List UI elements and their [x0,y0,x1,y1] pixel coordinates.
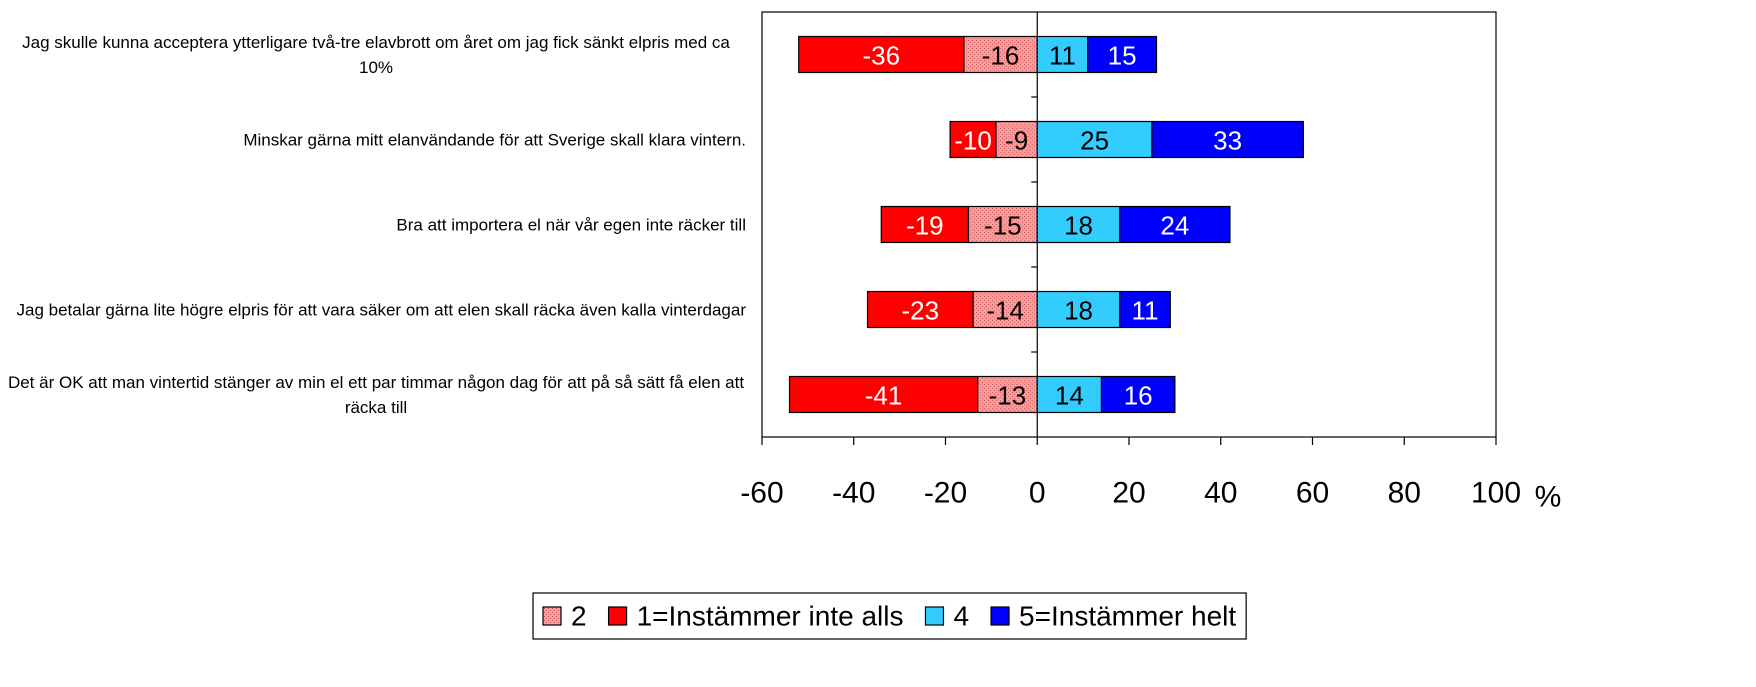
bar-segment [880,205,970,244]
data-label: 16 [1124,381,1153,411]
data-label: 15 [1108,41,1137,71]
legend-label: 4 [953,601,969,632]
bar-segment [972,290,1038,329]
category-label: Minskar gärna mitt elanvändande för att … [243,130,746,149]
bar-segment [798,35,965,74]
bar-segment [1151,120,1304,159]
legend-swatch [607,606,628,626]
x-tick-label: 20 [1112,477,1145,510]
legend-swatch [924,606,945,626]
data-label: 33 [1213,126,1242,156]
data-label: 25 [1080,126,1109,156]
legend-label: 5=Instämmer helt [1019,601,1236,632]
data-label: -19 [906,211,944,241]
data-label: -41 [865,381,903,411]
data-label: 24 [1160,211,1189,241]
legend [532,592,1247,640]
bar-segment [1100,375,1176,414]
x-tick-label: 60 [1296,477,1329,510]
data-label: -10 [954,126,992,156]
x-tick-label: 0 [1029,477,1046,510]
data-label: -14 [986,296,1024,326]
data-label: 18 [1064,211,1093,241]
data-label: 11 [1132,296,1159,326]
category-label: Det är OK att man vintertid stänger av m… [7,372,745,417]
data-label: -16 [982,41,1020,71]
bar-segment [1119,205,1231,244]
bar-segment [977,375,1038,414]
x-axis-label: % [1535,481,1562,514]
legend-swatch [542,606,562,626]
x-tick-label: 100 [1471,477,1521,510]
data-label: -36 [862,41,900,71]
data-label: -23 [901,296,939,326]
legend-label: 2 [571,601,587,632]
x-tick-label: -60 [740,477,783,510]
data-label: 11 [1049,41,1076,71]
bar-segment [788,375,979,414]
bar-segment [963,35,1038,74]
data-label: -9 [1005,126,1028,156]
bar-segment [1119,290,1171,329]
data-label: -13 [989,381,1027,411]
data-label: -15 [984,211,1022,241]
category-label: Jag skulle kunna acceptera ytterligare t… [22,32,730,77]
legend-swatch [990,606,1010,626]
category-label: Jag betalar gärna lite högre elpris för … [16,300,747,319]
x-tick-label: -40 [832,477,875,510]
x-tick-label: 80 [1388,477,1421,510]
data-label: 14 [1055,381,1084,411]
bar-segment [949,120,997,159]
x-tick-label: -20 [924,477,967,510]
bar-segment [866,290,974,329]
bar-segment [1036,205,1121,244]
bar-segment [1036,375,1103,414]
legend-label: 1=Instämmer inte alls [637,601,904,632]
bar-segment [1036,290,1121,329]
bar-segment [995,120,1038,159]
x-tick-label: 40 [1204,477,1237,510]
bar-segment [1087,35,1158,74]
bar-segment [1036,35,1089,74]
data-label: 18 [1064,296,1093,326]
category-label: Bra att importera el när vår egen inte r… [396,215,746,234]
